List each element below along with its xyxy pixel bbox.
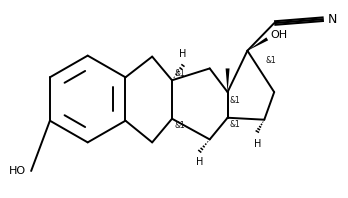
Text: HO: HO xyxy=(9,166,26,176)
Text: H: H xyxy=(196,157,204,167)
Text: H: H xyxy=(254,139,261,149)
Text: OH: OH xyxy=(270,30,287,40)
Text: &1: &1 xyxy=(265,56,276,65)
Text: &1: &1 xyxy=(230,120,240,129)
Text: N: N xyxy=(328,13,337,26)
Text: &1: &1 xyxy=(175,121,186,130)
Polygon shape xyxy=(247,37,268,51)
Polygon shape xyxy=(226,69,230,92)
Text: &1: &1 xyxy=(230,96,240,105)
Text: H: H xyxy=(179,49,187,59)
Text: &1: &1 xyxy=(175,69,186,78)
